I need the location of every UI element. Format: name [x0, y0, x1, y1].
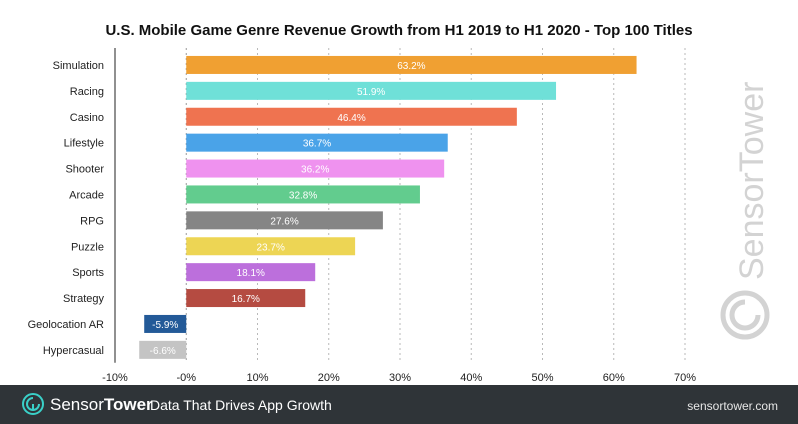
x-tick-label: 40%: [460, 372, 482, 384]
bar-chart: 63.2% 51.9% 46.4% 36.7% 36.2% 32.8% 27.6% 23.7%…: [28, 48, 696, 384]
bar: [186, 81, 557, 100]
bar: [186, 263, 316, 282]
category-label: Casino: [70, 112, 104, 124]
category-label: Strategy: [63, 293, 104, 305]
watermark-logo-icon: [720, 290, 770, 340]
x-tick-label: 20%: [318, 372, 340, 384]
x-tick-label: -10%: [102, 372, 128, 384]
bar-value-label: 18.1%: [237, 268, 265, 279]
category-label: Geolocation AR: [28, 319, 104, 331]
category-label: Racing: [70, 86, 104, 98]
sensortower-watermark: SensorTower: [720, 82, 771, 340]
x-tick-label: 50%: [531, 372, 553, 384]
chart-title: U.S. Mobile Game Genre Revenue Growth fr…: [105, 22, 693, 39]
bar: [186, 211, 383, 230]
category-label: RPG: [80, 215, 104, 227]
brand-light: Sensor: [50, 395, 104, 414]
x-tick-label: 70%: [674, 372, 696, 384]
x-tick-label: 30%: [389, 372, 411, 384]
category-label: Lifestyle: [64, 138, 104, 150]
bar-value-label: 27.6%: [270, 216, 298, 227]
bar: [139, 340, 187, 359]
bar-value-label: -6.6%: [150, 346, 176, 357]
bar: [186, 159, 445, 178]
bar: [186, 289, 306, 308]
footer-tagline: Data That Drives App Growth: [150, 397, 332, 413]
bar: [186, 237, 356, 256]
bar-value-label: 16.7%: [232, 294, 260, 305]
footer-brand: SensorTower: [50, 395, 153, 415]
footer-url[interactable]: sensortower.com: [687, 399, 778, 413]
x-tick-label: -0%: [176, 372, 196, 384]
bar: [144, 314, 187, 333]
footer-bar: SensorTower Data That Drives App Growth …: [0, 385, 798, 424]
x-axis-ticks: -10% -0% 10% 20% 30% 40% 50% 60% 70%: [102, 372, 696, 384]
bar: [186, 107, 517, 126]
category-label: Arcade: [69, 189, 104, 201]
bar-value-label: -5.9%: [152, 320, 178, 331]
category-label: Hypercasual: [43, 345, 104, 357]
category-label: Sports: [72, 267, 104, 279]
bar-value-label: 36.2%: [301, 165, 329, 176]
category-label: Simulation: [53, 60, 104, 72]
grid-lines: [114, 48, 686, 363]
category-labels: Simulation Racing Casino Lifestyle Shooter Ar…: [28, 60, 105, 357]
svg-text:SensorTower: SensorTower: [733, 82, 771, 280]
x-tick-label: 60%: [603, 372, 625, 384]
bar-value-label: 46.4%: [337, 113, 365, 124]
bar-value-label: 51.9%: [357, 87, 385, 98]
x-tick-label: 10%: [246, 372, 268, 384]
brand-bold: Tower: [103, 395, 153, 414]
bar: [186, 55, 637, 74]
bars: 63.2% 51.9% 46.4% 36.7% 36.2% 32.8% 27.6% 23.7%…: [139, 55, 637, 359]
bar-value-label: 36.7%: [303, 139, 331, 150]
category-label: Shooter: [65, 164, 104, 176]
bar-value-label: 23.7%: [257, 242, 285, 253]
sensortower-logo-icon: [22, 393, 44, 415]
bar: [186, 185, 420, 204]
bar-value-label: 32.8%: [289, 190, 317, 201]
category-label: Puzzle: [71, 241, 104, 253]
bar-value-label: 63.2%: [397, 61, 425, 72]
bar: [186, 133, 448, 152]
